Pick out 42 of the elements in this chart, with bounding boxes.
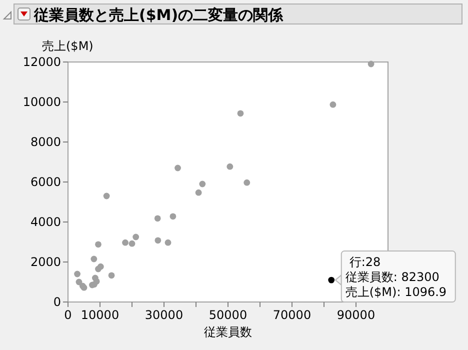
- point: [128, 240, 136, 247]
- point: [132, 234, 140, 240]
- chart-title: 従業員数と売上($M)の二変量の関係: [33, 6, 284, 24]
- y-tick-label: 0: [53, 295, 61, 309]
- x-axis-title: 従業員数: [204, 325, 252, 339]
- point: [97, 263, 104, 270]
- y-tick-label: 4000: [30, 215, 61, 229]
- point: [244, 179, 250, 186]
- point: [368, 60, 374, 68]
- point: [74, 270, 80, 278]
- point: [195, 189, 202, 196]
- point: [108, 272, 115, 279]
- y-tick-label: 6000: [30, 175, 61, 189]
- point: [122, 239, 128, 246]
- point: [174, 164, 181, 172]
- point: [154, 237, 162, 244]
- x-tick-label: 0: [64, 308, 72, 322]
- y-tick-label: 2000: [30, 255, 61, 269]
- point: [95, 241, 102, 248]
- point: [164, 239, 172, 246]
- point: [103, 192, 110, 200]
- point: [226, 163, 234, 170]
- x-tick-label: 10000: [80, 308, 120, 322]
- point: [170, 213, 176, 220]
- annotation: 行:28: [349, 255, 381, 270]
- annotation: 従業員数: 82300: [345, 270, 440, 284]
- x-tick-label: 50000: [208, 308, 248, 322]
- y-tick-label: 12000: [22, 55, 61, 69]
- point: [154, 215, 161, 222]
- point: [199, 180, 206, 188]
- point: [90, 256, 98, 262]
- point: [330, 101, 336, 108]
- y-tick-label: 10000: [22, 95, 61, 109]
- point: [237, 110, 244, 117]
- annotation: 売上($M): 1096.9: [345, 285, 447, 300]
- point: [93, 278, 100, 285]
- y-axis-title: 売上($M): [42, 39, 94, 53]
- point: [328, 276, 335, 284]
- x-tick-label: 30000: [144, 308, 184, 322]
- y-tick-label: 8000: [30, 135, 61, 149]
- x-tick-label: 70000: [272, 308, 312, 322]
- x-tick-label: 90000: [336, 308, 376, 322]
